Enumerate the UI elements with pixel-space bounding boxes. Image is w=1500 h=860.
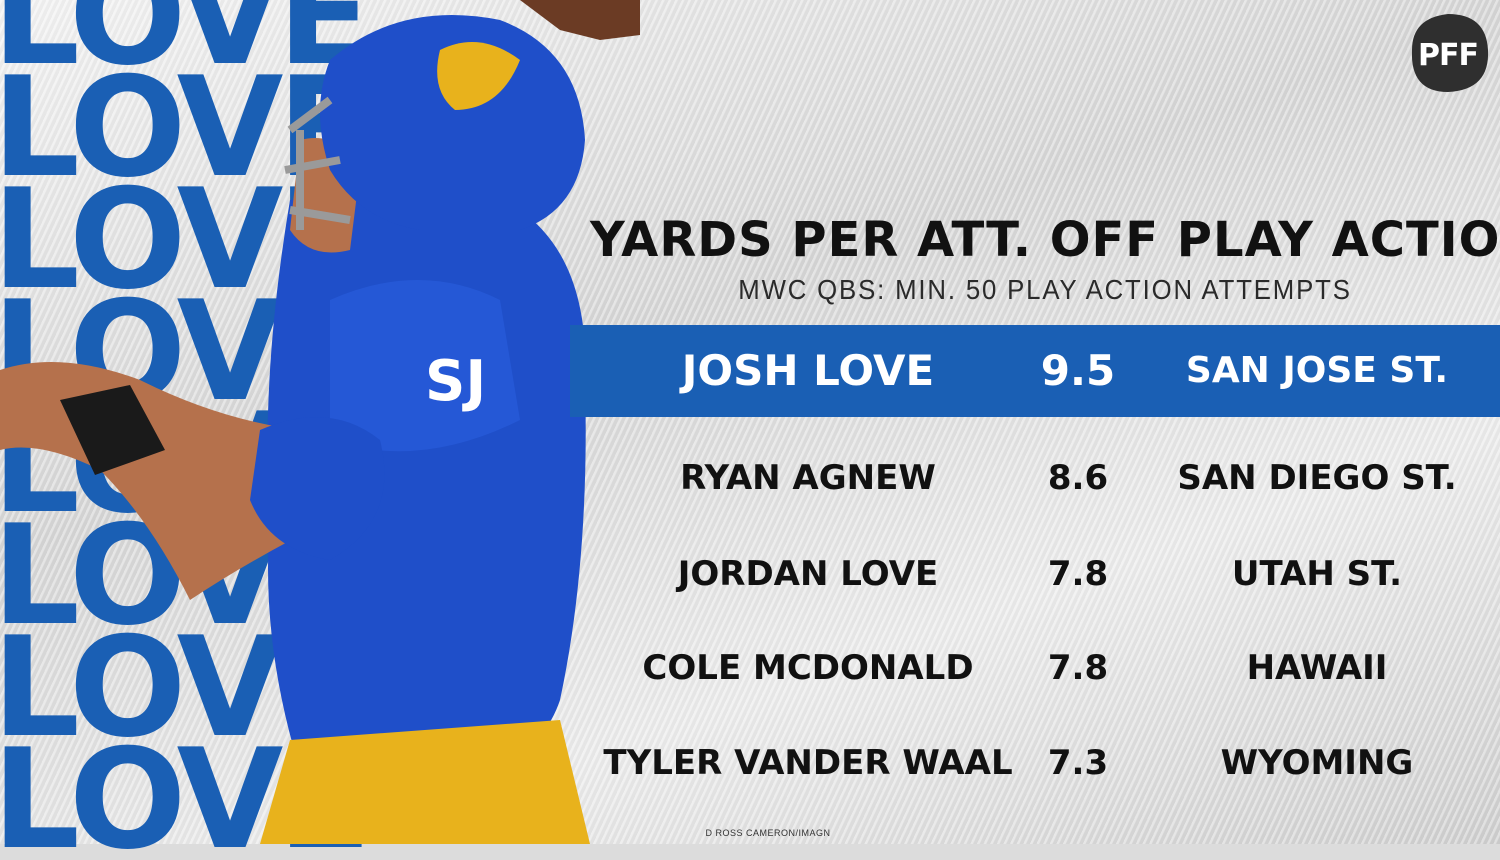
team-name: HAWAII: [1246, 648, 1388, 688]
player-name: TYLER VANDER WAAL: [603, 743, 1013, 783]
team-name: SAN DIEGO ST.: [1177, 458, 1457, 498]
player-name: RYAN AGNEW: [680, 458, 936, 498]
team-name: UTAH ST.: [1231, 554, 1403, 594]
pff-logo: PFF: [1404, 10, 1492, 96]
yards-per-attempt-value: 7.3: [1047, 743, 1109, 783]
quarterback-photo: SJ: [0, 0, 640, 844]
team-name: SAN JOSE ST.: [1185, 350, 1449, 391]
pff-logo-shape: [1411, 14, 1489, 92]
table-row: RYAN AGNEW 8.6 SAN DIEGO ST.: [570, 432, 1500, 524]
player-name: JORDAN LOVE: [677, 554, 939, 594]
table-row: TYLER VANDER WAAL 7.3 WYOMING: [570, 717, 1500, 809]
highlight-band: [570, 325, 1500, 417]
pff-logo-text: PFF: [1418, 38, 1478, 73]
helmet: [320, 15, 585, 230]
player-name: JOSH LOVE: [681, 346, 935, 395]
facemask: [284, 96, 351, 230]
table-row: COLE MCDONALD 7.8 HAWAII: [570, 622, 1500, 714]
yards-per-attempt-value: 9.5: [1040, 346, 1116, 395]
pants: [260, 720, 590, 844]
chart-title: YARDS PER ATT. OFF PLAY ACTION: [590, 212, 1500, 268]
helmet-logo: [437, 42, 520, 110]
table-row: JORDAN LOVE 7.8 UTAH ST.: [570, 528, 1500, 620]
chart-subtitle: MWC QBS: MIN. 50 PLAY ACTION ATTEMPTS: [738, 274, 1352, 305]
football: [520, 0, 640, 40]
team-name: WYOMING: [1220, 743, 1414, 783]
yards-per-attempt-value: 7.8: [1047, 648, 1109, 688]
sj-sleeve-logo: SJ: [425, 349, 486, 414]
table-row: JOSH LOVE 9.5 SAN JOSE ST.: [570, 325, 1500, 417]
yards-per-attempt-value: 8.6: [1047, 458, 1109, 498]
photo-credit: D ROSS CAMERON/IMAGN: [705, 828, 831, 838]
yards-per-attempt-value: 7.8: [1047, 554, 1109, 594]
player-name: COLE MCDONALD: [642, 648, 974, 688]
wristband: [60, 385, 165, 475]
love-word: LOVE: [0, 0, 372, 96]
